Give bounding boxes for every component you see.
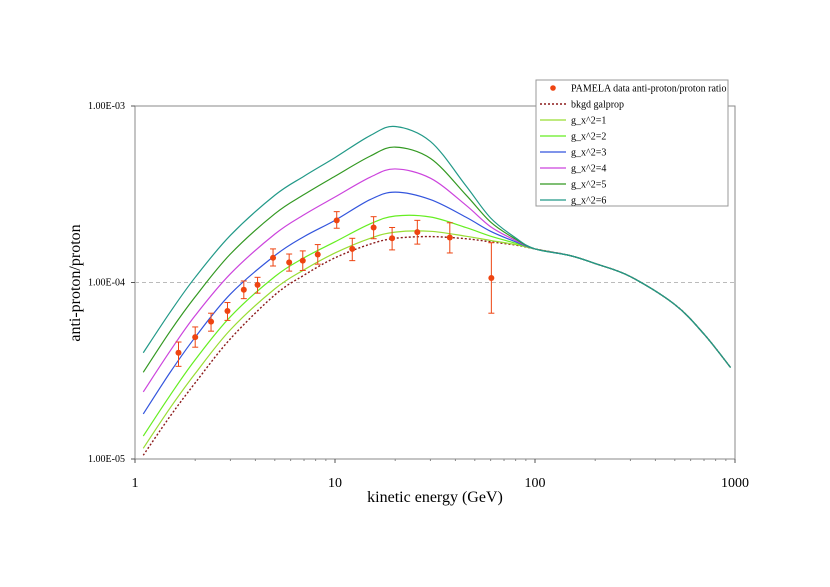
series-line-0	[142, 235, 732, 456]
series-lines	[142, 125, 732, 456]
data-point-11	[349, 245, 356, 252]
data-point-3	[224, 307, 231, 314]
data-point-4	[240, 286, 247, 293]
legend-label-5: g_x^2=5	[571, 180, 606, 191]
data-point-0	[175, 349, 182, 356]
legend-label-3: g_x^2=3	[571, 148, 606, 159]
legend-box	[535, 79, 729, 207]
data-point-6	[270, 254, 277, 261]
data-point-14	[414, 229, 421, 236]
y-axis-ticks: 1.00E-05 1.00E-04 1.00E-03	[88, 101, 135, 465]
data-point-10	[333, 217, 340, 224]
x-axis-ticks: 1 10 100 1000	[132, 459, 749, 491]
data-point-16	[488, 275, 495, 282]
data-point-13	[389, 235, 396, 242]
data-point-9	[314, 251, 321, 258]
legend-label-4: g_x^2=4	[571, 164, 606, 175]
legend-marker-pamela	[550, 85, 556, 91]
pamela-points	[175, 211, 495, 367]
x-tick-label-2: 100	[525, 476, 546, 491]
data-point-7	[286, 259, 293, 266]
series-line-1	[142, 230, 732, 449]
y-tick-label-0: 1.00E-05	[88, 454, 125, 465]
legend-label-1: g_x^2=1	[571, 116, 606, 127]
data-point-1	[192, 334, 199, 341]
series-line-3	[142, 191, 732, 415]
data-point-15	[446, 234, 453, 241]
legend-label-6: g_x^2=6	[571, 196, 606, 207]
x-tick-label-3: 1000	[721, 476, 749, 491]
y-axis-label: anti-proton/proton	[67, 224, 84, 341]
series-line-6	[142, 125, 732, 368]
data-point-5	[254, 281, 261, 288]
legend-label-0: bkgd galprop	[571, 100, 624, 111]
y-tick-label-1: 1.00E-04	[88, 278, 125, 289]
legend-label-2: g_x^2=2	[571, 132, 606, 143]
data-point-8	[299, 257, 306, 264]
x-tick-label-0: 1	[132, 476, 139, 491]
data-point-12	[370, 224, 377, 231]
y-tick-label-2: 1.00E-03	[88, 101, 125, 112]
legend-label-pamela: PAMELA data anti-proton/proton ratio	[571, 84, 726, 95]
x-tick-label-1: 10	[328, 476, 342, 491]
legend: PAMELA data anti-proton/proton ratio bkgd…	[535, 79, 729, 207]
series-line-2	[142, 214, 732, 437]
data-point-2	[208, 318, 215, 325]
x-axis-label: kinetic energy (GeV)	[367, 489, 503, 506]
